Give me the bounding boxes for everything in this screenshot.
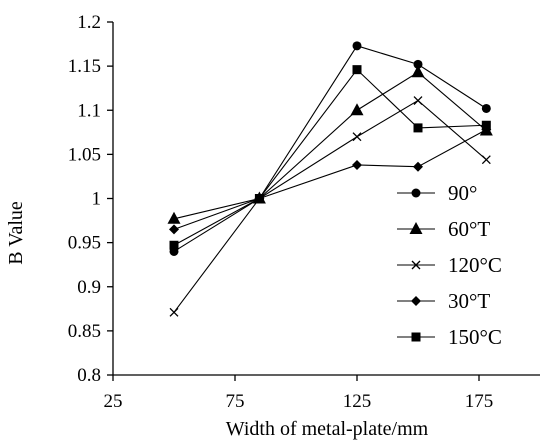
x-tick-label: 125 [343, 391, 372, 412]
series-3 [169, 96, 491, 317]
series-line [173, 99, 487, 313]
y-tick-label: 1 [92, 189, 102, 210]
legend-marker [411, 188, 421, 198]
series-line [173, 71, 487, 220]
legend-marker [409, 222, 423, 234]
y-tick-label: 1.2 [77, 12, 101, 33]
legend-marker [411, 332, 421, 342]
data-point [413, 123, 423, 133]
data-point [169, 307, 179, 317]
data-point [169, 240, 179, 250]
data-point [167, 211, 181, 224]
marker-stroke [411, 260, 421, 270]
axes: 0.8 0.85 0.9 0.95 1 1.05 1.1 1.15 1.2 25 75 125 175 [68, 12, 540, 412]
data-point [481, 103, 491, 113]
legend-item: 150°C [397, 325, 502, 349]
data-point [481, 155, 491, 165]
y-tick-label: 1.15 [68, 56, 101, 77]
data-point [352, 159, 362, 170]
legend-item: 60°T [397, 217, 490, 241]
y-tick-label: 0.85 [68, 321, 101, 342]
y-tick-label: 1.1 [77, 100, 101, 121]
series-line [173, 129, 487, 230]
marker-stroke [352, 132, 362, 142]
data-point [169, 224, 179, 235]
marker-stroke [169, 307, 179, 317]
marker-stroke [481, 155, 491, 165]
y-tick-label: 0.95 [68, 233, 101, 254]
marker-stroke [413, 96, 423, 106]
data-point [352, 41, 362, 51]
legend-item: 90° [397, 181, 477, 205]
series-5 [169, 65, 491, 250]
series-4 [169, 124, 492, 235]
data-point [413, 161, 423, 172]
y-tick-label: 1.05 [68, 144, 101, 165]
x-tick-label: 175 [465, 391, 494, 412]
x-tick-label: 75 [226, 391, 245, 412]
series-2 [167, 65, 493, 224]
y-axis-title: B Value [5, 201, 27, 265]
legend-item: 30°T [397, 289, 490, 313]
data-point [413, 96, 423, 106]
series-group [167, 41, 493, 317]
y-tick-label: 0.8 [77, 365, 101, 386]
legend: 90° 60°T 120°C 30°T 150°C [397, 181, 502, 349]
data-point [352, 132, 362, 142]
legend-label: 90° [448, 181, 477, 205]
data-point [350, 103, 364, 116]
legend-label: 150°C [448, 325, 502, 349]
legend-marker [411, 296, 421, 306]
data-point [254, 194, 264, 203]
x-axis-title: Width of metal-plate/mm [226, 418, 429, 440]
series-line [173, 45, 487, 252]
legend-label: 30°T [448, 289, 490, 313]
legend-item: 120°C [397, 253, 502, 277]
series-line [173, 68, 487, 246]
y-tick-label: 0.9 [77, 277, 101, 298]
series-1 [169, 41, 491, 256]
data-point [481, 120, 491, 130]
legend-marker [411, 260, 421, 270]
x-tick-label: 25 [104, 391, 123, 412]
legend-label: 60°T [448, 217, 490, 241]
data-point [413, 59, 423, 69]
data-point [352, 65, 362, 75]
data-point [411, 65, 425, 78]
legend-label: 120°C [448, 253, 502, 277]
